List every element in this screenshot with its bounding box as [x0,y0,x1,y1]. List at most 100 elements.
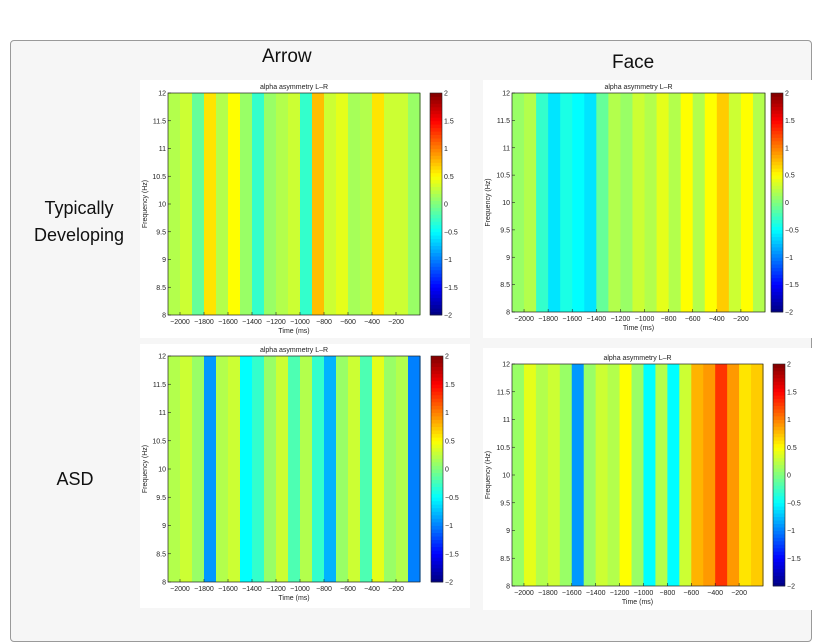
colorbar-segment [771,130,783,135]
y-tick-label: 9.5 [156,495,166,502]
colorbar-segment [773,367,785,372]
y-axis-label: Frequency (Hz) [485,451,492,499]
heatmap-cell [348,93,361,315]
colorbar-segment [773,457,785,462]
colorbar-tick-label: −2 [785,310,793,317]
colorbar-segment [771,226,783,231]
colorbar-segment [771,195,783,200]
heatmap-cell [360,93,373,315]
heatmap-cell [704,93,718,312]
heatmap-cell [547,364,561,586]
heatmap-cell [703,364,716,586]
colorbar-segment [430,124,442,129]
colorbar-segment [773,481,785,486]
colorbar-segment [431,387,443,392]
heatmap-cell [631,364,645,586]
heatmap-cell [559,364,573,586]
colorbar-segment [771,267,783,272]
heatmap-cell [584,93,597,312]
heatmap-cell [168,93,181,315]
y-tick-label: 10 [502,473,510,480]
colorbar-segment [773,544,785,549]
colorbar-segment [771,305,783,309]
colorbar-segment [773,523,785,528]
colorbar-segment [431,416,443,420]
x-axis-label: Time (ms) [623,325,654,332]
colorbar-segment [431,412,443,417]
colorbar-segment [431,426,443,431]
colorbar-tick-label: 2 [787,362,791,369]
heatmap-cell [312,93,325,315]
y-tick-label: 11.5 [497,389,510,396]
colorbar-segment [430,301,442,305]
colorbar-segment [430,110,442,115]
heatmap-cell [264,356,277,582]
colorbar-segment [771,164,783,169]
colorbar-segment [773,471,785,476]
colorbar-tick-label: 1.5 [445,382,455,389]
colorbar-segment [430,304,442,309]
colorbar-segment [431,543,443,548]
heatmap-cell [536,93,549,312]
colorbar-segment [431,405,443,410]
colorbar-segment [773,391,785,396]
heatmap-cell [739,364,752,586]
colorbar-tick-label: 1 [445,410,449,417]
heatmap-cell [512,93,525,312]
heatmap-cell [312,356,325,582]
heatmap-cell [288,356,301,582]
colorbar-segment [771,151,783,155]
colorbar-segment [431,458,443,463]
colorbar-segment [430,151,442,156]
heatmap-cell [216,93,229,315]
colorbar-segment [771,154,783,159]
colorbar-segment [773,568,785,573]
colorbar-segment [771,202,783,207]
heatmap-cell [264,93,277,315]
heatmap-cell [571,364,585,586]
heatmap-cell [656,93,670,312]
heatmap-cell [360,356,373,582]
colorbar-segment [771,127,783,132]
colorbar-segment [773,447,785,452]
colorbar-segment [771,284,783,289]
heatmap-cell [608,93,622,312]
heatmap-cell [668,93,682,312]
heatmap-cell [276,93,289,315]
colorbar-segment [430,210,442,215]
y-tick-label: 12 [502,91,510,98]
colorbar-segment [773,558,785,563]
colorbar-tick-label: −0.5 [445,495,459,502]
heatmap-cell [715,364,728,586]
x-tick-label: −1400 [242,319,262,326]
y-tick-label: 12 [158,354,166,361]
y-axis-label: Frequency (Hz) [142,180,149,228]
heatmap-cell [180,356,193,582]
colorbar-segment [771,219,783,224]
heatmap-cell [740,93,754,312]
colorbar-segment [430,120,442,125]
x-tick-label: −600 [340,319,356,326]
row-label-asd: ASD [56,469,94,489]
colorbar-segment [771,144,783,149]
y-tick-label: 11 [159,410,166,417]
x-tick-label: −800 [316,319,332,326]
colorbar-segment [431,550,443,555]
colorbar-tick-label: 1.5 [787,389,797,396]
chart-title: alpha asymmetry L–R [604,84,672,91]
y-tick-label: 12 [158,91,166,98]
x-tick-label: −1600 [562,316,582,323]
colorbar-tick-label: 0.5 [785,173,795,180]
colorbar-segment [773,565,785,570]
chart-title: alpha asymmetry L–R [260,347,328,354]
colorbar-segment [771,260,783,265]
colorbar-segment [431,511,443,516]
heatmap-cell [240,93,253,315]
x-tick-label: −1000 [634,590,654,597]
y-tick-label: 10.5 [152,174,166,181]
y-tick-label: 10 [158,202,166,209]
colorbar-segment [773,478,785,483]
x-tick-label: −1200 [266,586,286,593]
colorbar-segment [430,183,442,188]
colorbar-segment [773,488,785,493]
